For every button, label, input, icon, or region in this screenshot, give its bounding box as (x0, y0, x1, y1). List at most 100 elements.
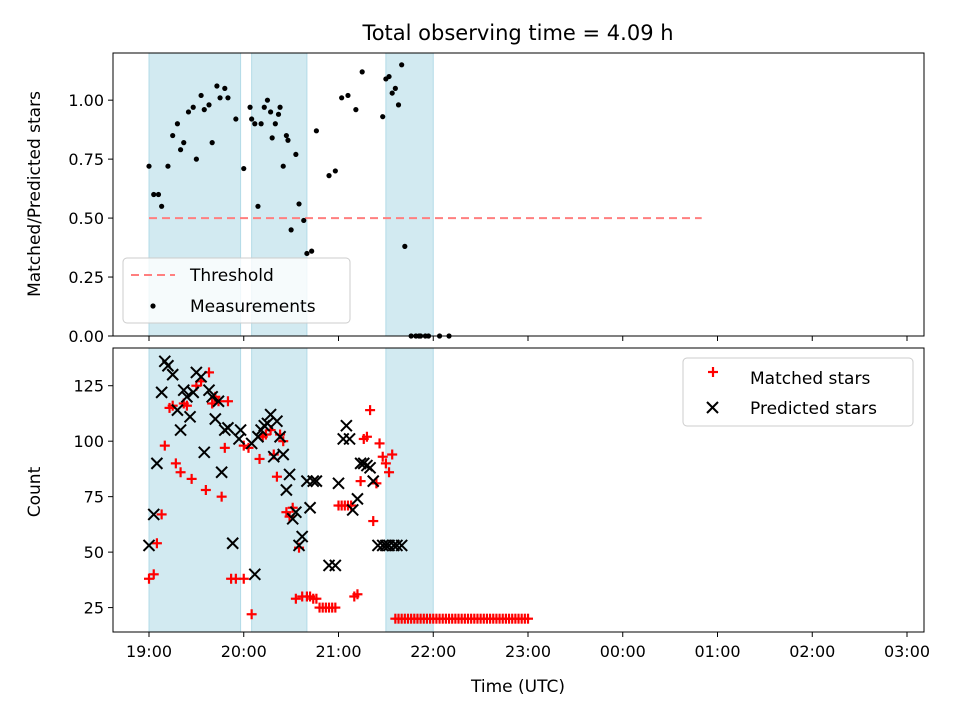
predicted-star-point (261, 417, 274, 430)
measurement-point (174, 121, 181, 127)
measurement-point (275, 111, 282, 117)
y-tick-label: 100 (73, 432, 104, 451)
predicted-star-point (198, 446, 211, 459)
predicted-star-point (183, 410, 197, 423)
predicted-star-point (289, 505, 303, 519)
matched-star-point (374, 438, 385, 449)
predicted-star-point (187, 386, 200, 399)
matched-star-point (159, 440, 170, 451)
matched-star-point (254, 453, 265, 464)
measurement-point (201, 107, 207, 113)
predicted-star-point (332, 477, 345, 490)
measurement-point (280, 163, 286, 169)
matched-star-point (290, 593, 301, 604)
predicted-star-point (161, 359, 175, 372)
predicted-star-point (147, 508, 160, 521)
matched-star-point (219, 442, 230, 453)
legend-matched-swatch (708, 367, 718, 377)
measurement-point (288, 227, 294, 233)
predicted-star-point (166, 368, 179, 381)
y-tick-label: 75 (84, 488, 104, 507)
measurement-point (233, 116, 239, 122)
measurement-point (269, 135, 275, 141)
xlabel: Time (UTC) (470, 677, 565, 697)
predicted-star-point (267, 450, 280, 463)
measurement-point (255, 203, 261, 209)
measurement-point (272, 121, 278, 127)
predicted-star-point (346, 503, 359, 517)
predicted-star-point (215, 466, 228, 479)
chart-title: Total observing time = 4.09 h (361, 21, 673, 45)
y-tick-label: 0.00 (68, 327, 104, 346)
measurement-point (380, 114, 386, 120)
axes-frame (112, 347, 925, 633)
y-tick-label: 50 (84, 543, 104, 562)
predicted-star-point (226, 537, 239, 550)
measurement-point (151, 191, 157, 198)
measurement-point (277, 104, 283, 110)
predicted-star-point (351, 492, 364, 506)
count-panel: 25 50 75 100 125 19:00 20:00 21:00 22:00 23:00 00:… (73, 347, 930, 661)
predicted-star-point (277, 448, 290, 461)
measurement-point (304, 250, 310, 257)
matched-star-point (355, 476, 366, 487)
measurement-point (293, 151, 299, 158)
measurement-point (217, 95, 223, 101)
measurement-point (241, 165, 247, 172)
predicted-star-point (395, 539, 408, 552)
y-tick-label: 0.75 (68, 150, 104, 169)
matched-star-point (523, 613, 533, 624)
matched-star-point (311, 593, 322, 604)
measurement-point (402, 243, 408, 249)
measurement-point (359, 69, 365, 75)
matched-star-point (151, 538, 162, 549)
matched-star-point (144, 573, 154, 584)
predicted-star-point (174, 423, 187, 437)
x-tick-label: 00:00 (600, 642, 646, 661)
ylabel-count: Count (25, 466, 45, 517)
predicted-star-point (194, 370, 208, 384)
y-tick-label: 0.25 (68, 268, 104, 287)
legend-predicted-label: Predicted stars (750, 399, 877, 419)
matched-star-point (238, 440, 249, 451)
x-tick-label: 21:00 (315, 642, 361, 661)
matched-star-point (384, 467, 395, 478)
y-tick-label: 125 (73, 377, 104, 396)
predicted-star-point (251, 430, 265, 443)
measurement-point (155, 191, 162, 198)
x-tick-label: 19:00 (126, 642, 172, 661)
predicted-star-point (142, 539, 156, 552)
predicted-star-point (283, 468, 296, 481)
matched-star-point (330, 602, 341, 613)
measurement-point (283, 132, 289, 139)
measurement-point (296, 201, 302, 207)
y-tick-label: 1.00 (68, 91, 104, 110)
legend-ratio-box (122, 257, 351, 324)
predicted-star-point (280, 483, 293, 497)
predicted-star-point (363, 461, 377, 475)
predicted-star-point (295, 530, 309, 543)
measurement-point (159, 203, 165, 209)
predicted-star-point (155, 386, 168, 399)
predicted-star-point (205, 390, 219, 404)
matched-star-point (181, 400, 192, 411)
matched-star-point (361, 431, 372, 442)
measurement-point (222, 85, 228, 91)
predicted-star-point (343, 432, 356, 446)
predicted-star-point (212, 395, 225, 408)
predicted-star-point (390, 539, 404, 552)
measurement-point (326, 173, 332, 179)
observing-window (251, 347, 308, 633)
matched-star-point (380, 458, 391, 469)
predicted-star-point (270, 415, 284, 428)
legend-count: Matched stars Predicted stars (682, 357, 914, 427)
y-tick-label: 0.50 (68, 209, 104, 228)
predicted-star-point (367, 474, 380, 488)
legend-measurements-label: Measurements (190, 297, 316, 317)
measurement-point (252, 121, 258, 127)
matched-star-point (271, 471, 282, 482)
measurement-point (313, 128, 319, 134)
measurement-point (214, 83, 220, 89)
measurement-point (181, 140, 187, 146)
matched-star-point (222, 396, 233, 407)
